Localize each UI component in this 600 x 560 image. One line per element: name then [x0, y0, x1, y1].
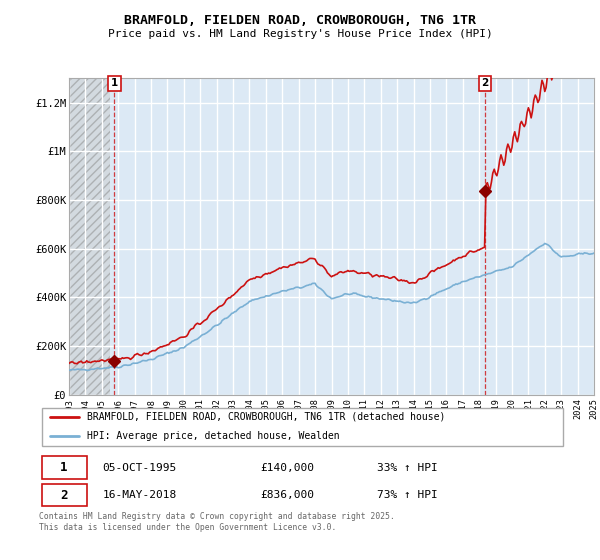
Text: 1: 1 [110, 78, 118, 88]
Text: 16-MAY-2018: 16-MAY-2018 [103, 490, 176, 500]
Text: BRAMFOLD, FIELDEN ROAD, CROWBOROUGH, TN6 1TR: BRAMFOLD, FIELDEN ROAD, CROWBOROUGH, TN6… [124, 14, 476, 27]
Text: £140,000: £140,000 [261, 463, 315, 473]
Text: Price paid vs. HM Land Registry's House Price Index (HPI): Price paid vs. HM Land Registry's House … [107, 29, 493, 39]
Text: 33% ↑ HPI: 33% ↑ HPI [377, 463, 437, 473]
Text: 2: 2 [482, 78, 489, 88]
Bar [41, 484, 86, 506]
Text: 1: 1 [60, 461, 68, 474]
Text: BRAMFOLD, FIELDEN ROAD, CROWBOROUGH, TN6 1TR (detached house): BRAMFOLD, FIELDEN ROAD, CROWBOROUGH, TN6… [86, 412, 445, 422]
Text: 05-OCT-1995: 05-OCT-1995 [103, 463, 176, 473]
Text: 2: 2 [60, 488, 68, 502]
Text: HPI: Average price, detached house, Wealden: HPI: Average price, detached house, Weal… [86, 431, 339, 441]
Text: 73% ↑ HPI: 73% ↑ HPI [377, 490, 437, 500]
FancyBboxPatch shape [41, 408, 563, 446]
Text: £836,000: £836,000 [261, 490, 315, 500]
Bar [41, 456, 86, 479]
Bar [69, 78, 110, 395]
Text: Contains HM Land Registry data © Crown copyright and database right 2025.
This d: Contains HM Land Registry data © Crown c… [39, 512, 395, 532]
